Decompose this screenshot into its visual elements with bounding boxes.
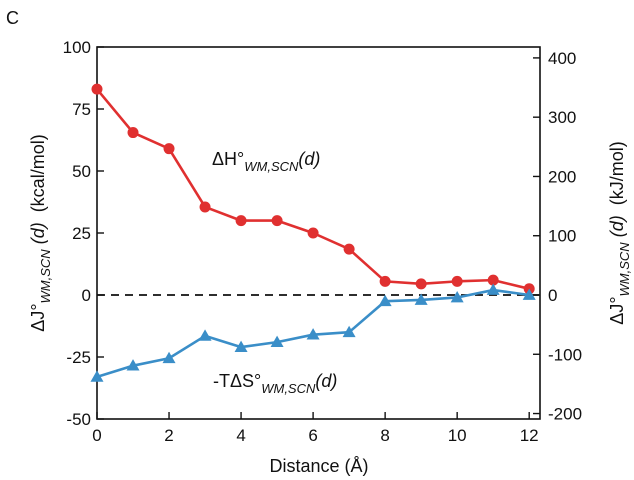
series-1-point bbox=[162, 351, 176, 364]
x-axis-title: Distance (Å) bbox=[269, 456, 368, 476]
series-1-point bbox=[450, 290, 464, 303]
series-0-point bbox=[163, 143, 175, 155]
right-axis-title-arg: (d) bbox=[607, 215, 627, 242]
left-tick-label: 100 bbox=[63, 38, 91, 57]
series-1-point bbox=[198, 329, 212, 341]
right-axis-ticks: -200 -100 0 100 200 300 400 bbox=[533, 49, 582, 424]
x-axis-ticks: 0 2 4 6 8 10 12 bbox=[92, 412, 539, 445]
right-tick-label: 0 bbox=[548, 286, 557, 305]
series-1-point bbox=[306, 328, 320, 340]
left-axis-ticks: -50 -25 0 25 50 75 100 bbox=[63, 38, 104, 429]
series-1-point bbox=[414, 293, 428, 305]
right-tick-label: -100 bbox=[548, 345, 582, 364]
series-1-point bbox=[90, 370, 104, 382]
series-0-point bbox=[127, 127, 139, 139]
right-tick-label: 100 bbox=[548, 227, 576, 246]
right-tick-label: 400 bbox=[548, 49, 576, 68]
series-0-point bbox=[451, 275, 463, 287]
x-tick-label: 4 bbox=[236, 426, 245, 445]
right-tick-label: 300 bbox=[548, 108, 576, 127]
right-tick-label: 200 bbox=[548, 167, 576, 186]
panel-label: C bbox=[6, 8, 19, 28]
series-label-enthalpy-arg: (d) bbox=[298, 149, 320, 169]
series-label-entropy: -TΔS°WM,SCN(d) bbox=[213, 371, 337, 396]
series-1-point bbox=[522, 288, 536, 300]
series-label-enthalpy: ΔH°WM,SCN(d) bbox=[212, 149, 320, 174]
series-layer bbox=[90, 83, 536, 382]
series-1-point bbox=[378, 294, 392, 307]
x-tick-label: 2 bbox=[164, 426, 173, 445]
right-axis-title-sub: WM,SCN bbox=[617, 242, 632, 297]
left-tick-label: 50 bbox=[72, 162, 91, 181]
series-label-enthalpy-sub: WM,SCN bbox=[244, 159, 299, 174]
series-0-point bbox=[271, 215, 283, 227]
series-1-point bbox=[270, 335, 284, 347]
series-1-point bbox=[126, 359, 140, 371]
series-0-line bbox=[95, 88, 530, 291]
left-tick-label: 0 bbox=[82, 286, 91, 305]
right-axis-title-main: ΔJ° bbox=[607, 296, 627, 324]
series-0-point bbox=[235, 215, 247, 227]
left-axis-title-arg: (d) bbox=[28, 222, 48, 249]
left-axis-title-unit: (kcal/mol) bbox=[28, 134, 48, 222]
right-tick-label: -200 bbox=[548, 405, 582, 424]
x-tick-label: 8 bbox=[380, 426, 389, 445]
series-0-point bbox=[307, 227, 319, 239]
right-axis-title: ΔJ°WM,SCN (d) (kJ/mol) bbox=[607, 141, 632, 324]
left-tick-label: 25 bbox=[72, 224, 91, 243]
series-label-entropy-arg: (d) bbox=[315, 371, 337, 391]
x-tick-label: 12 bbox=[520, 426, 539, 445]
left-tick-label: -50 bbox=[66, 410, 91, 429]
series-0-point bbox=[343, 243, 355, 255]
left-axis-title-sub: WM,SCN bbox=[38, 249, 53, 304]
left-tick-label: 75 bbox=[72, 100, 91, 119]
series-0-point bbox=[415, 278, 427, 290]
left-axis-title: ΔJ°WM,SCN (d) (kcal/mol) bbox=[28, 134, 53, 331]
series-0-point bbox=[199, 201, 211, 213]
series-1-point bbox=[234, 340, 248, 352]
series-1-point bbox=[342, 325, 356, 338]
series-0-point bbox=[91, 83, 103, 95]
right-axis-title-unit: (kJ/mol) bbox=[607, 141, 627, 215]
series-label-enthalpy-main: ΔH° bbox=[212, 149, 244, 169]
left-axis-title-main: ΔJ° bbox=[28, 303, 48, 331]
series-0-point bbox=[487, 274, 499, 286]
series-label-entropy-main: -TΔS° bbox=[213, 371, 261, 391]
x-tick-label: 6 bbox=[308, 426, 317, 445]
x-tick-label: 10 bbox=[448, 426, 467, 445]
series-1-point bbox=[486, 283, 500, 295]
series-label-entropy-sub: WM,SCN bbox=[261, 381, 316, 396]
series-0-point bbox=[379, 275, 391, 287]
x-tick-label: 0 bbox=[92, 426, 101, 445]
left-tick-label: -25 bbox=[66, 348, 91, 367]
